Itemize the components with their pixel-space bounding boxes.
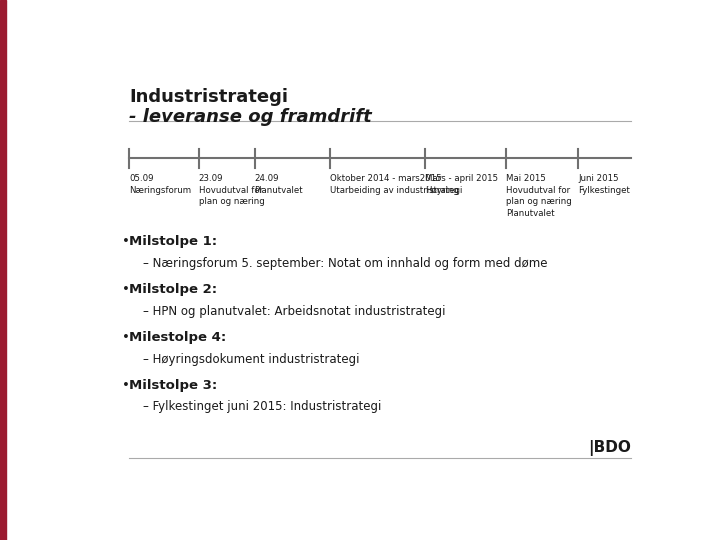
Text: Milestolpe 4:: Milestolpe 4: [129,331,226,344]
Text: 24.09: 24.09 [255,174,279,183]
Text: – Næringsforum 5. september: Notat om innhald og form med døme: – Næringsforum 5. september: Notat om in… [143,257,547,270]
Text: Planutvalet: Planutvalet [255,186,303,195]
Text: Hovudutval for: Hovudutval for [505,186,570,195]
Text: – Fylkestinget juni 2015: Industristrategi: – Fylkestinget juni 2015: Industristrate… [143,400,382,413]
Text: Milstolpe 1:: Milstolpe 1: [129,235,217,248]
Text: - leveranse og framdrift: - leveranse og framdrift [129,109,372,126]
Text: Milstolpe 3:: Milstolpe 3: [129,379,217,392]
Text: 05.09: 05.09 [129,174,153,183]
Text: Hovudutval for: Hovudutval for [199,186,263,195]
Text: Industristrategi: Industristrategi [129,87,288,106]
Text: Planutvalet: Planutvalet [505,209,554,218]
Text: Høyring: Høyring [425,186,459,195]
Text: plan og næring: plan og næring [505,198,572,206]
Text: Juni 2015: Juni 2015 [578,174,619,183]
Text: |BDO: |BDO [588,440,631,456]
Text: •: • [122,283,130,296]
Text: plan og næring: plan og næring [199,198,264,206]
Text: Utarbeiding av industristrategi: Utarbeiding av industristrategi [330,186,462,195]
Text: – Høyringsdokument industristrategi: – Høyringsdokument industristrategi [143,353,359,366]
Text: Oktober 2014 - mars2015: Oktober 2014 - mars2015 [330,174,441,183]
Text: •: • [122,235,130,248]
Text: Mars - april 2015: Mars - april 2015 [425,174,498,183]
Text: 23.09: 23.09 [199,174,223,183]
Text: Mai 2015: Mai 2015 [505,174,546,183]
Text: •: • [122,379,130,392]
Text: – HPN og planutvalet: Arbeidsnotat industristrategi: – HPN og planutvalet: Arbeidsnotat indus… [143,305,446,318]
Text: •: • [122,331,130,344]
Text: Milstolpe 2:: Milstolpe 2: [129,283,217,296]
Text: Næringsforum: Næringsforum [129,186,192,195]
Text: Fylkestinget: Fylkestinget [578,186,630,195]
